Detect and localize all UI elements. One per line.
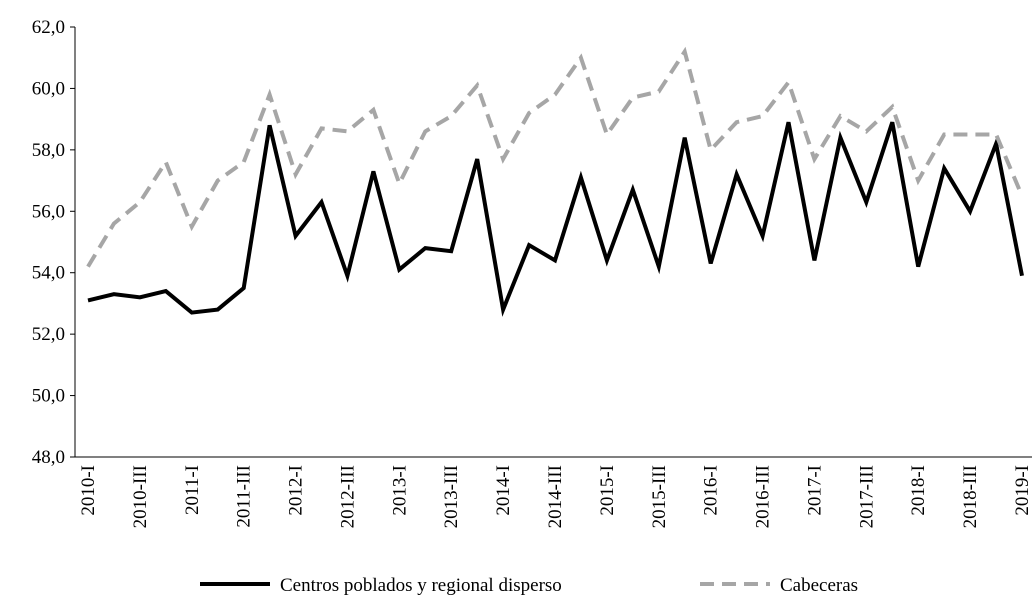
legend-label: Centros poblados y regional disperso — [280, 575, 562, 596]
x-tick-label: 2010-III — [130, 465, 151, 528]
y-tick-label: 48,0 — [32, 447, 65, 468]
y-tick-label: 62,0 — [32, 17, 65, 38]
x-tick-label: 2011-I — [182, 465, 203, 515]
y-tick-label: 52,0 — [32, 324, 65, 345]
y-tick-label: 50,0 — [32, 386, 65, 407]
x-tick-label: 2018-I — [908, 465, 929, 516]
x-tick-label: 2013-I — [389, 465, 410, 516]
x-tick-label: 2014-I — [493, 465, 514, 516]
x-tick-label: 2013-III — [441, 465, 462, 528]
legend-label: Cabeceras — [780, 575, 858, 596]
x-tick-label: 2017-III — [856, 465, 877, 528]
x-tick-label: 2012-I — [286, 465, 307, 516]
y-tick-label: 58,0 — [32, 140, 65, 161]
x-tick-label: 2016-III — [753, 465, 774, 528]
x-tick-label: 2010-I — [78, 465, 99, 516]
x-tick-label: 2015-I — [597, 465, 618, 516]
y-tick-label: 54,0 — [32, 263, 65, 284]
series-line — [87, 121, 1024, 317]
x-tick-label: 2018-III — [960, 465, 981, 528]
x-tick-label: 2015-III — [649, 465, 670, 528]
x-tick-label: 2017-I — [804, 465, 825, 516]
y-tick-label: 60,0 — [32, 78, 65, 99]
x-tick-label: 2014-III — [545, 465, 566, 528]
series-line — [86, 46, 1024, 268]
y-tick-label: 56,0 — [32, 201, 65, 222]
x-tick-label: 2016-I — [701, 465, 722, 516]
x-tick-label: 2011-III — [234, 465, 255, 528]
x-tick-label: 2012-III — [337, 465, 358, 528]
x-tick-label: 2019-I — [1012, 465, 1033, 516]
